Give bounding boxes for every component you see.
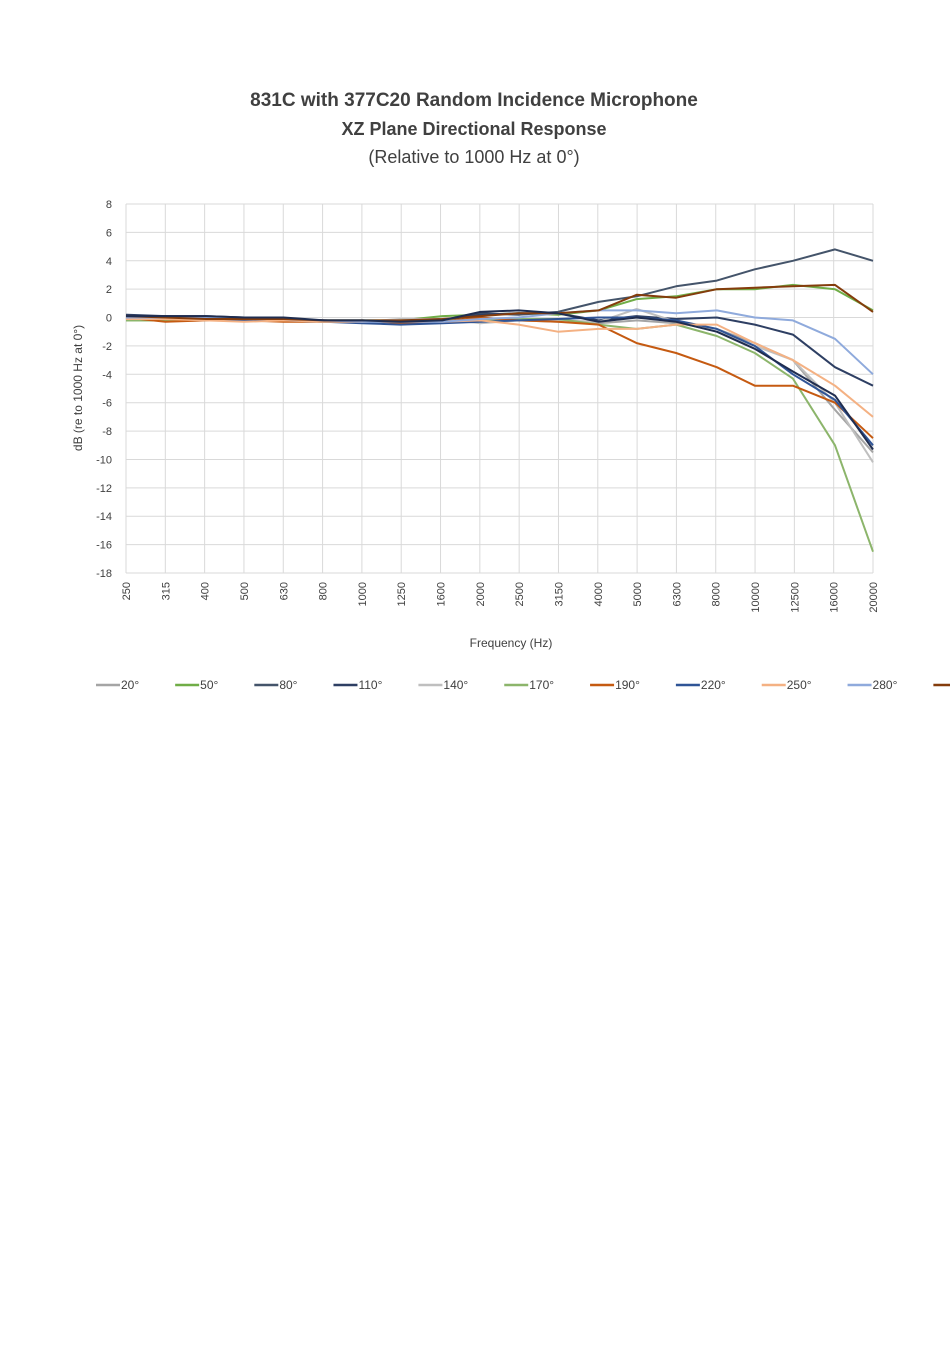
chart-title: 831C with 377C20 Random Incidence Microp… — [250, 90, 698, 111]
y-tick-label: -10 — [96, 454, 112, 466]
x-tick-label: 315 — [160, 582, 172, 600]
legend: 20°50°80°110°140°170°190°220°250°280°310… — [96, 678, 950, 692]
grid — [125, 203, 874, 574]
y-tick-label: -18 — [96, 568, 112, 580]
y-tick-label: 8 — [106, 199, 112, 211]
y-tick-label: -16 — [96, 540, 112, 552]
legend-label: 280° — [873, 678, 898, 692]
chart: 831C with 377C20 Random Incidence Microp… — [71, 90, 950, 692]
y-tick-label: -8 — [102, 426, 112, 438]
x-tick-label: 630 — [278, 582, 290, 600]
x-tick-label: 16000 — [829, 582, 841, 613]
y-tick-label: 4 — [106, 256, 112, 268]
legend-label: 140° — [443, 678, 468, 692]
y-tick-label: -6 — [102, 398, 112, 410]
x-tick-label: 5000 — [632, 582, 644, 606]
x-tick-label: 20000 — [868, 582, 880, 613]
chart-subtitle: XZ Plane Directional Response — [341, 119, 606, 139]
y-tick-label: -12 — [96, 483, 112, 495]
y-tick-label: -4 — [102, 369, 112, 381]
y-tick-label: -14 — [96, 511, 112, 523]
y-tick-label: 2 — [106, 284, 112, 296]
x-tick-labels: 250 315 400 500 630 800 1000 1250 1600 2000 2500 31… — [121, 582, 880, 613]
chart-subtitle-2: (Relative to 1000 Hz at 0°) — [368, 147, 579, 167]
series-line — [125, 316, 874, 439]
legend-label: 190° — [615, 678, 640, 692]
y-axis-label: dB (re to 1000 Hz at 0°) — [71, 325, 85, 451]
legend-label: 80° — [279, 678, 297, 692]
legend-label: 20° — [121, 678, 139, 692]
legend-label: 250° — [787, 678, 812, 692]
legend-label: 110° — [358, 678, 382, 692]
chart-svg: 831C with 377C20 Random Incidence Microp… — [71, 90, 950, 692]
x-tick-label: 500 — [239, 582, 251, 600]
x-tick-label: 250 — [121, 582, 133, 600]
y-tick-label: -2 — [102, 341, 112, 353]
x-tick-label: 8000 — [711, 582, 723, 606]
series-line — [126, 318, 874, 418]
y-tick-label: 6 — [106, 227, 112, 239]
x-tick-label: 400 — [200, 582, 212, 600]
x-tick-label: 12500 — [789, 582, 801, 613]
series-line — [125, 315, 874, 454]
x-tick-label: 1250 — [396, 582, 408, 606]
x-axis-label: Frequency (Hz) — [470, 636, 553, 650]
y-tick-label: 0 — [106, 313, 112, 325]
x-tick-label: 4000 — [593, 582, 605, 606]
x-tick-label: 1000 — [357, 582, 369, 606]
series-line — [126, 318, 874, 553]
x-tick-label: 6300 — [671, 582, 683, 606]
x-tick-label: 2500 — [514, 582, 526, 606]
series-line — [126, 316, 874, 446]
series-line — [126, 309, 874, 451]
x-tick-label: 2000 — [475, 582, 487, 606]
x-tick-label: 800 — [318, 582, 330, 600]
x-tick-label: 3150 — [553, 582, 565, 606]
series-lines — [125, 248, 874, 553]
x-tick-label: 10000 — [750, 582, 762, 613]
legend-label: 170° — [529, 678, 554, 692]
legend-label: 50° — [200, 678, 218, 692]
x-tick-label: 1600 — [436, 582, 448, 606]
series-line — [125, 283, 874, 322]
legend-label: 220° — [701, 678, 726, 692]
y-tick-labels: 8 6 4 2 0 -2 -4 -6 -8 -10 -12 -14 -16 -18 — [96, 199, 112, 580]
